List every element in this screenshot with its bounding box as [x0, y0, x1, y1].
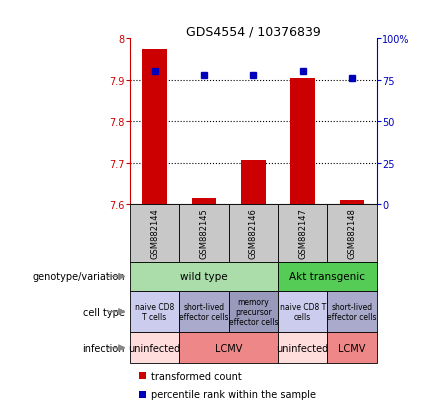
- Bar: [327, 332, 377, 363]
- Bar: [130, 332, 179, 363]
- Text: transformed count: transformed count: [151, 371, 242, 381]
- Text: memory
precursor
effector cells: memory precursor effector cells: [229, 297, 278, 327]
- Text: uninfected: uninfected: [129, 343, 181, 353]
- Title: GDS4554 / 10376839: GDS4554 / 10376839: [186, 25, 321, 38]
- Bar: [130, 291, 179, 332]
- Bar: [192, 198, 216, 204]
- Bar: [290, 78, 315, 204]
- Text: uninfected: uninfected: [277, 343, 329, 353]
- Bar: [179, 291, 229, 332]
- Text: LCMV: LCMV: [338, 343, 366, 353]
- Bar: [327, 291, 377, 332]
- Text: percentile rank within the sample: percentile rank within the sample: [151, 389, 316, 399]
- Bar: [241, 161, 266, 204]
- Text: GSM882145: GSM882145: [200, 208, 208, 259]
- Text: genotype/variation: genotype/variation: [32, 272, 125, 282]
- Text: wild type: wild type: [180, 272, 228, 282]
- Bar: [130, 262, 278, 291]
- Bar: [278, 291, 327, 332]
- Bar: [130, 204, 179, 262]
- Bar: [229, 204, 278, 262]
- Text: GSM882147: GSM882147: [298, 208, 307, 259]
- Bar: [179, 332, 278, 363]
- Text: short-lived
effector cells: short-lived effector cells: [327, 302, 377, 321]
- Bar: [340, 200, 365, 204]
- Text: short-lived
effector cells: short-lived effector cells: [179, 302, 229, 321]
- Text: cell type: cell type: [83, 307, 125, 317]
- Bar: [179, 204, 229, 262]
- Bar: [278, 204, 327, 262]
- Text: infection: infection: [82, 343, 125, 353]
- Bar: [278, 262, 377, 291]
- Text: Akt transgenic: Akt transgenic: [289, 272, 365, 282]
- Bar: [142, 50, 167, 204]
- Text: naive CD8
T cells: naive CD8 T cells: [135, 302, 174, 321]
- Bar: [278, 332, 327, 363]
- Text: naive CD8 T
cells: naive CD8 T cells: [280, 302, 326, 321]
- Text: GSM882148: GSM882148: [348, 208, 356, 259]
- Text: LCMV: LCMV: [215, 343, 242, 353]
- Text: GSM882146: GSM882146: [249, 208, 258, 259]
- Text: GSM882144: GSM882144: [150, 208, 159, 259]
- Bar: [327, 204, 377, 262]
- Bar: [229, 291, 278, 332]
